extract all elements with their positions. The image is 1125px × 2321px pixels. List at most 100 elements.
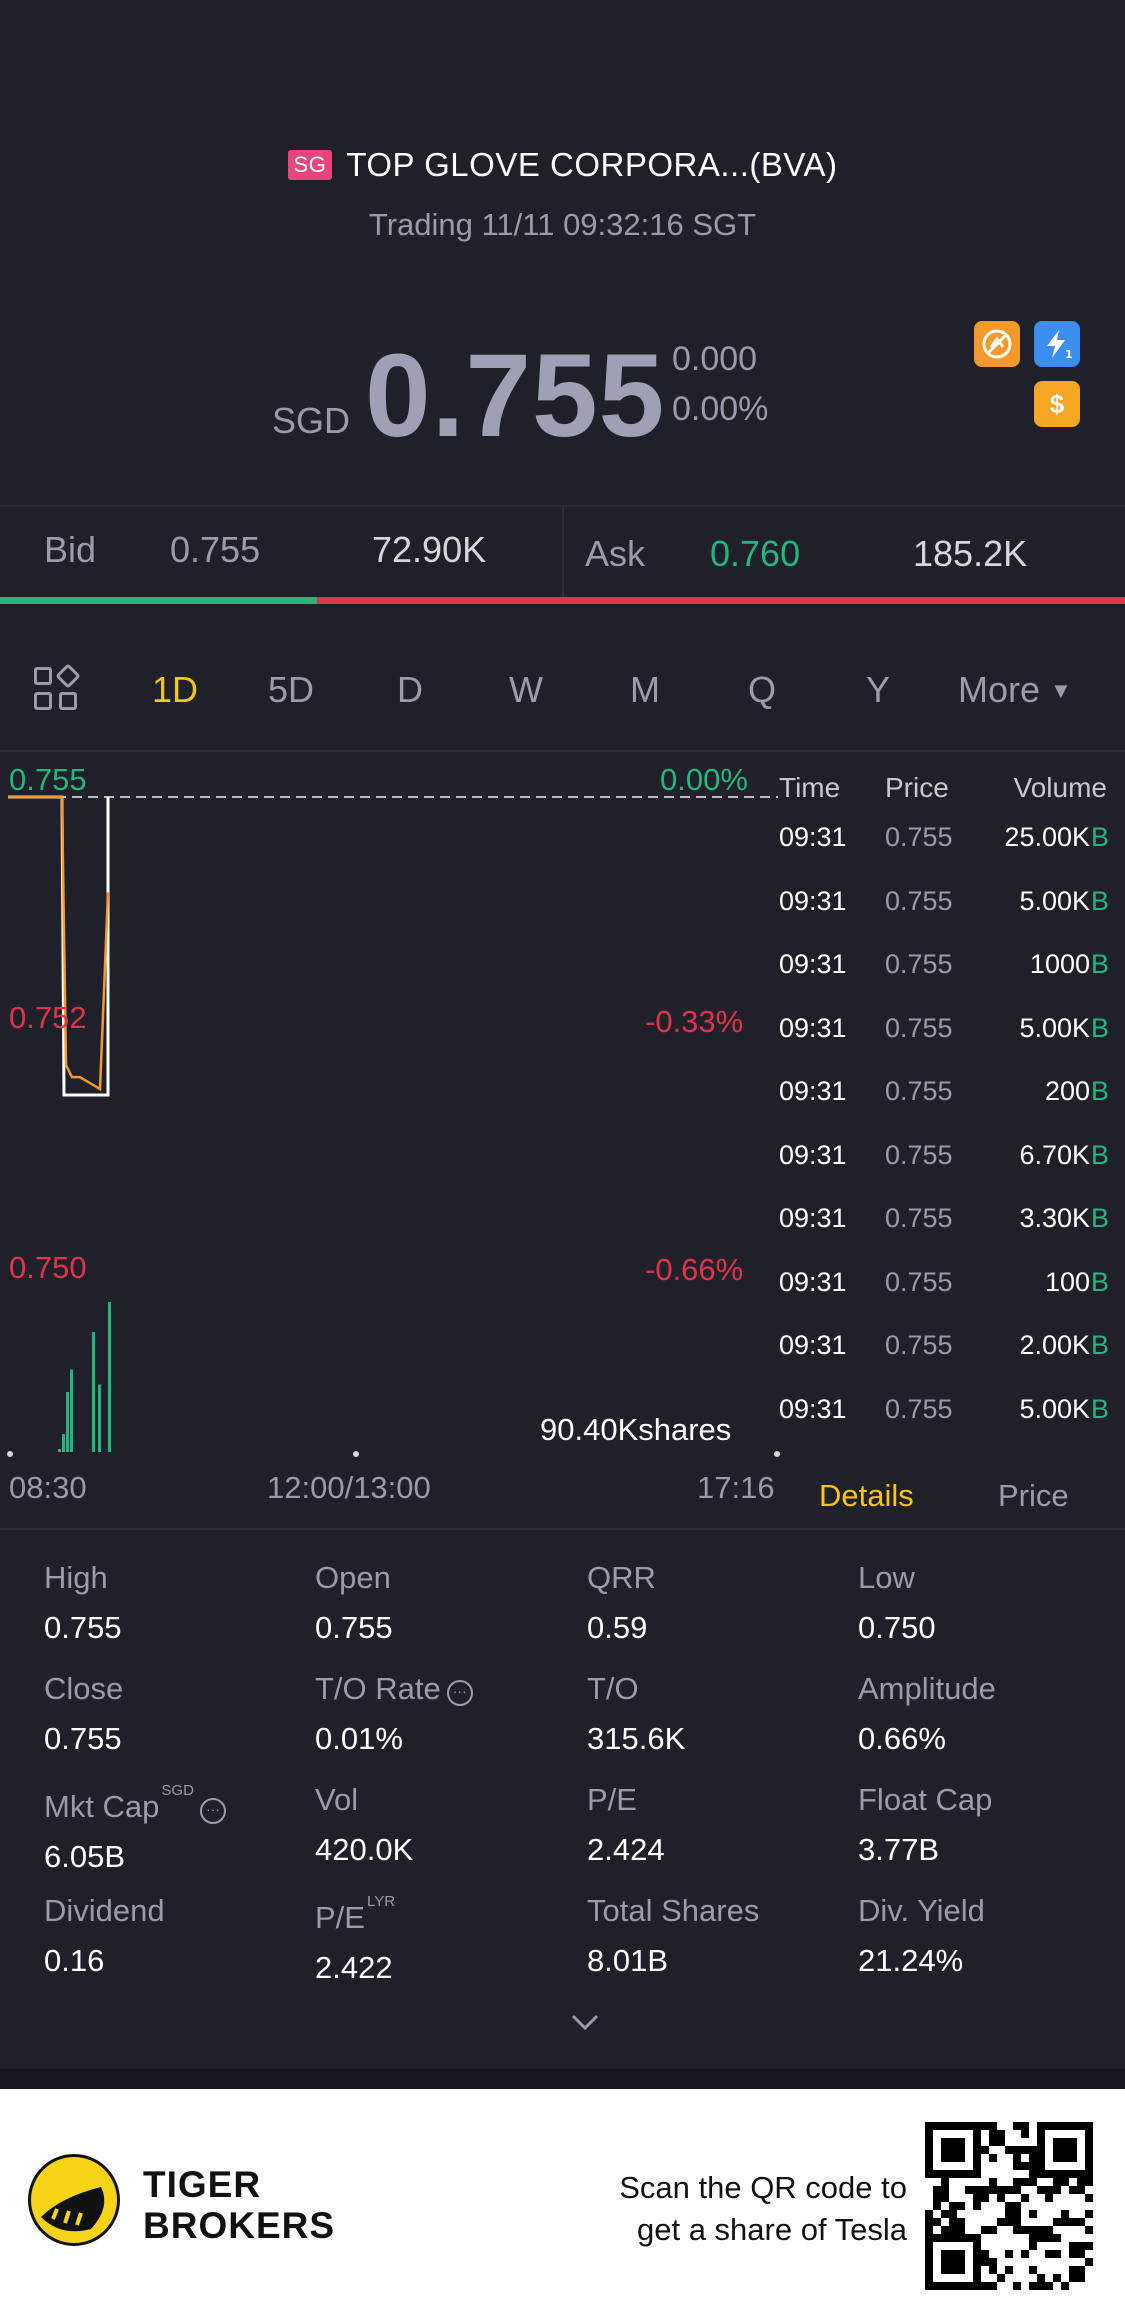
dollar-icon[interactable]: $ — [1034, 381, 1080, 427]
tiger-logo-icon — [28, 2154, 120, 2246]
tick-time: 09:31 — [779, 1266, 847, 1297]
grid-layout-icon[interactable] — [34, 663, 81, 713]
ask-price: 0.760 — [710, 533, 801, 574]
tab-month[interactable]: M — [630, 669, 660, 710]
price-change: 0.000 — [672, 340, 758, 378]
tab-quarter[interactable]: Q — [748, 669, 777, 710]
quote-header: SG TOP GLOVE CORPORA...(BVA) Trading 11/1… — [0, 0, 1125, 505]
expand-chevron-icon[interactable] — [568, 2010, 602, 2039]
tick-side: B — [1090, 1266, 1109, 1297]
tab-year[interactable]: Y — [866, 669, 891, 710]
detail-close: Close 0.755 — [44, 1671, 124, 1756]
no-short-icon[interactable] — [974, 321, 1020, 367]
flash-icon[interactable]: 1 — [1034, 321, 1080, 367]
tick-side: B — [1090, 1330, 1109, 1360]
tick-side: B — [1090, 885, 1109, 916]
tick-price: 0.755 — [885, 1203, 953, 1233]
last-price: 0.755 — [365, 330, 666, 462]
tick-row: 09:31 0.755 5.00K B — [0, 1013, 1125, 1076]
tab-5d[interactable]: 5D — [268, 669, 315, 710]
qr-code-icon[interactable] — [925, 2122, 1093, 2290]
tick-time: 09:31 — [779, 1203, 847, 1233]
tab-details[interactable]: Details — [819, 1478, 914, 1513]
x-label-mid: 12:00/13:00 — [267, 1470, 431, 1505]
currency-superscript: SGD — [161, 1782, 194, 1799]
tick-volume: 3.30K — [1019, 1203, 1090, 1233]
tick-time: 09:31 — [779, 1076, 847, 1106]
detail-to: T/O 315.6K — [587, 1671, 686, 1756]
volume-bar — [108, 1302, 111, 1452]
stock-name: TOP GLOVE CORPORA...(BVA) — [346, 146, 838, 183]
price-change-pct: 0.00% — [672, 390, 769, 428]
more-info-icon[interactable]: ··· — [199, 1798, 226, 1824]
detail-pe: P/E 2.424 — [587, 1782, 665, 1867]
ask-size: 185.2K — [913, 533, 1028, 574]
tick-time: 09:31 — [779, 822, 847, 852]
tick-time: 09:31 — [779, 949, 847, 979]
tick-volume: 5.00K — [1019, 885, 1090, 916]
tick-volume: 100 — [1044, 1266, 1090, 1297]
tick-volume: 6.70K — [1019, 1139, 1090, 1170]
detail-high: High 0.755 — [44, 1560, 122, 1645]
tick-side: B — [1090, 1139, 1109, 1170]
detail-total-shares: Total Shares 8.01B — [587, 1893, 760, 1978]
detail-low: Low 0.750 — [858, 1560, 936, 1645]
detail-open: Open 0.755 — [315, 1560, 393, 1645]
details-grid: High 0.755 Open 0.755 QRR 0.59 Low 0.750 Clo… — [0, 1530, 1125, 2070]
bid-ask-bar[interactable]: Bid 0.755 72.90K Ask 0.760 185.2K — [0, 507, 1125, 597]
axis-dot — [774, 1451, 780, 1457]
tab-more-label: More — [958, 669, 1041, 710]
tab-day[interactable]: D — [397, 669, 423, 710]
chevron-down-icon: ▼ — [1050, 678, 1072, 703]
tab-price[interactable]: Price — [998, 1478, 1069, 1513]
volume-bar — [92, 1332, 95, 1452]
tick-price: 0.755 — [885, 949, 953, 979]
tick-row: 09:31 0.755 25.00K B — [0, 822, 1125, 885]
axis-dot — [7, 1451, 13, 1457]
tick-row: 09:31 0.755 2.00K B — [0, 1330, 1125, 1393]
stock-title[interactable]: SG TOP GLOVE CORPORA...(BVA) — [0, 146, 1125, 184]
tick-side: B — [1090, 1076, 1109, 1106]
detail-mkt-cap[interactable]: Mkt Cap SGD··· 6.05B — [44, 1782, 226, 1875]
tick-row: 09:31 0.755 200 B — [0, 1076, 1125, 1139]
tick-volume: 5.00K — [1019, 1393, 1090, 1424]
ask-ratio-bar — [317, 597, 1125, 604]
pct-label-mid: -0.33% — [645, 1004, 744, 1039]
trading-status: Trading 11/11 09:32:16 SGT — [368, 207, 757, 242]
bid-ask-separator — [562, 507, 564, 597]
tab-1d[interactable]: 1D — [152, 669, 199, 710]
x-label-end: 17:16 — [697, 1470, 775, 1505]
tick-price: 0.755 — [885, 1393, 953, 1424]
tick-row: 09:31 0.755 1000 B — [0, 949, 1125, 1012]
tick-time: 09:31 — [779, 885, 847, 916]
detail-div-yield: Div. Yield 21.24% — [858, 1893, 985, 1978]
x-label-start: 08:30 — [9, 1470, 87, 1505]
volume-bar — [66, 1392, 69, 1452]
more-info-icon[interactable]: ··· — [446, 1680, 473, 1706]
brand-name: TIGER BROKERS — [143, 2164, 336, 2246]
period-tabs: 1D 5D D W M Q Y More ▼ — [0, 625, 1125, 750]
currency-label: SGD — [272, 400, 351, 441]
tick-time: 09:31 — [779, 1393, 847, 1424]
volume-bar — [70, 1369, 73, 1452]
tick-volume: 2.00K — [1019, 1330, 1090, 1360]
tab-week[interactable]: W — [509, 669, 543, 710]
tick-row: 09:31 0.755 6.70K B — [0, 1140, 1125, 1203]
detail-vol: Vol 420.0K — [315, 1782, 414, 1867]
lyr-superscript: LYR — [366, 1893, 396, 1910]
promo-text: Scan the QR code to get a share of Tesla — [619, 2170, 907, 2247]
tick-row: 09:31 0.755 5.00K B — [0, 1394, 1125, 1457]
y-label-mid: 0.752 — [9, 1000, 87, 1035]
intraday-chart[interactable] — [0, 752, 780, 1462]
tick-price: 0.755 — [885, 1266, 953, 1297]
detail-to-rate[interactable]: T/O Rate ··· 0.01% — [315, 1671, 473, 1757]
ask-label: Ask — [585, 533, 646, 574]
tick-price: 0.755 — [885, 1012, 953, 1043]
tab-more[interactable]: More ▼ — [958, 669, 1072, 711]
tick-price: 0.755 — [885, 822, 953, 852]
detail-float-cap: Float Cap 3.77B — [858, 1782, 993, 1867]
svg-text:1: 1 — [1065, 348, 1073, 361]
y-label-top: 0.755 — [9, 762, 87, 797]
bid-label: Bid — [44, 529, 97, 570]
tick-header-time: Time — [779, 772, 841, 803]
